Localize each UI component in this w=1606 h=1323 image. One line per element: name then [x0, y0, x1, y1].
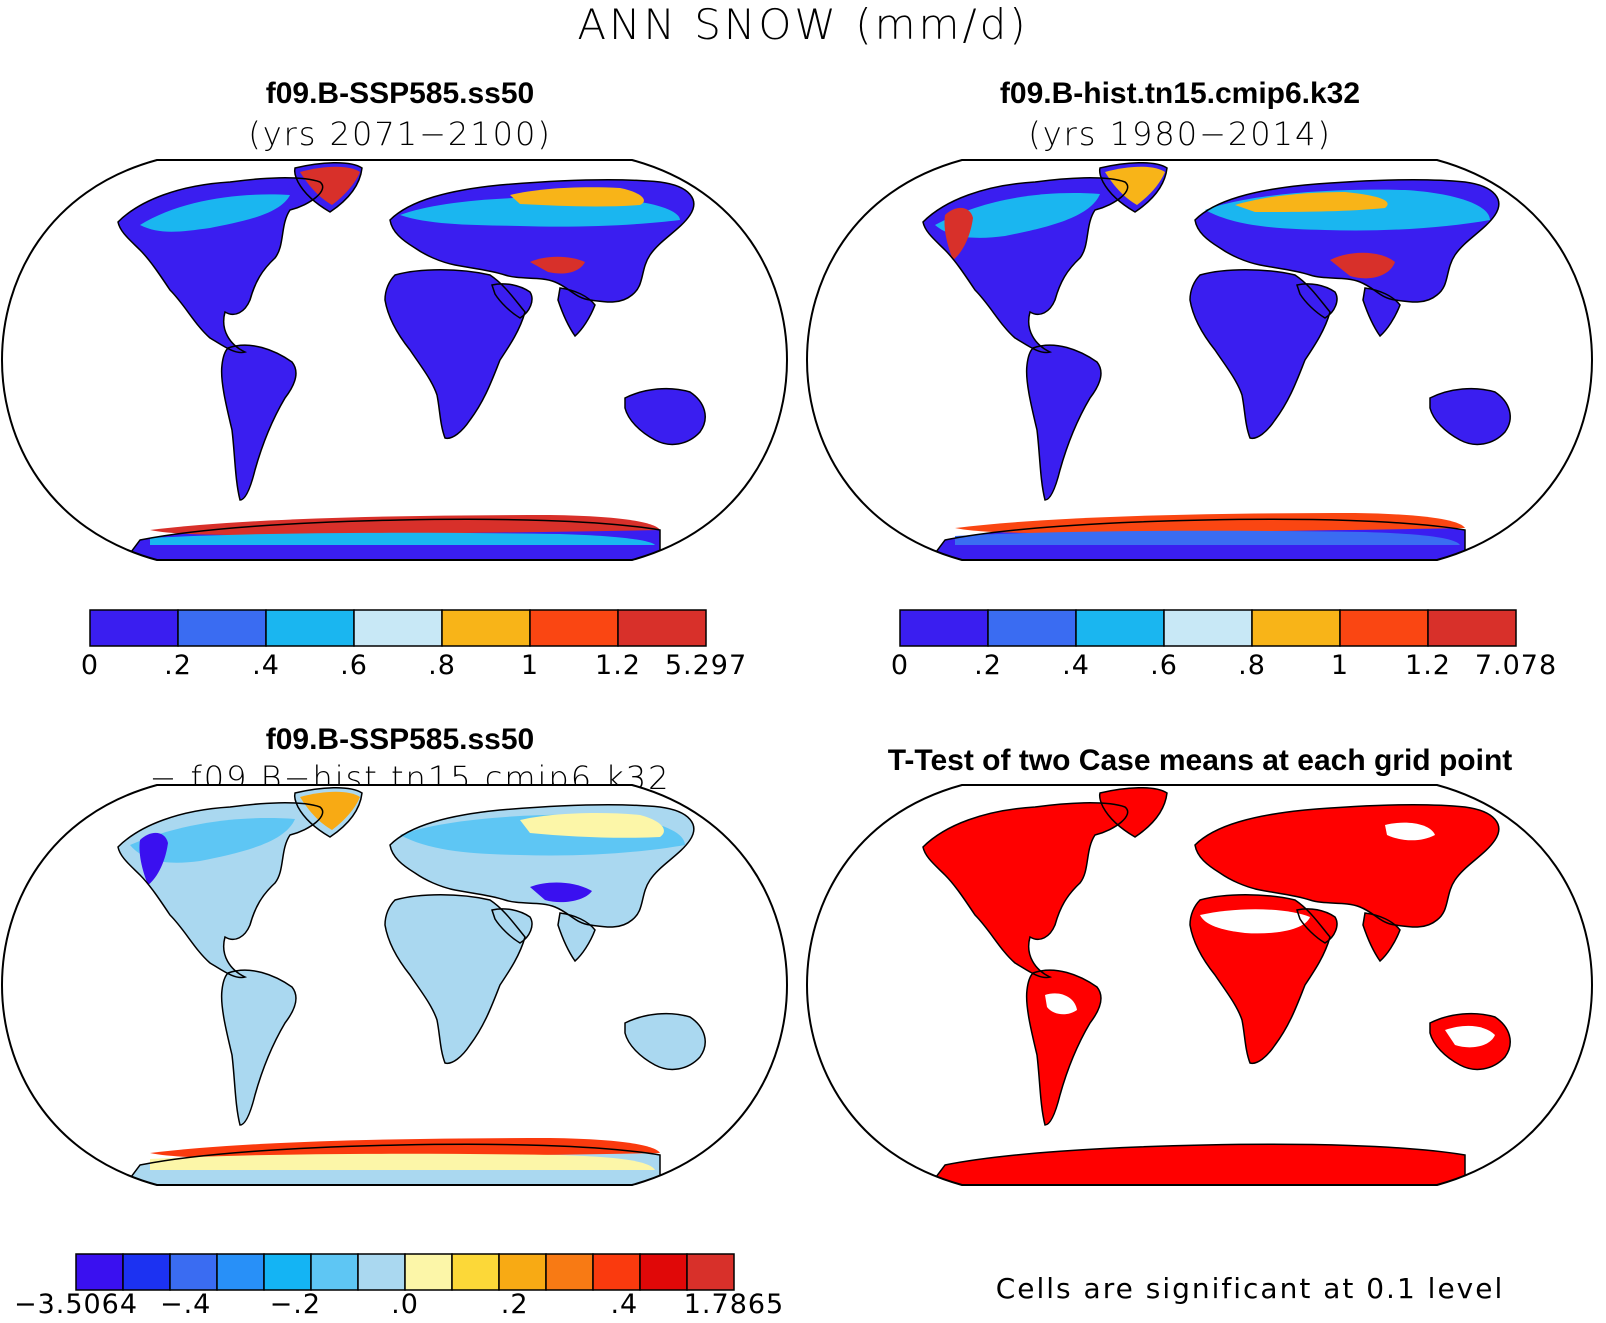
colorbar-tick-label: 1.2 [1405, 650, 1451, 681]
panel-br-significance-note: Cells are significant at 0.1 level [995, 1272, 1505, 1305]
colorbar-swatch [617, 609, 707, 647]
panel-tr-map [805, 159, 1594, 561]
panel-br-map [805, 784, 1594, 1186]
colorbar-tick-label: .8 [1238, 650, 1266, 681]
colorbar-swatch [265, 609, 355, 647]
colorbar-tick-label: −3.5064 [13, 1289, 139, 1320]
colorbar-tick-label: 1 [1330, 650, 1350, 681]
colorbar-tick-label: .8 [428, 650, 456, 681]
colorbar-swatch [263, 1253, 312, 1291]
colorbar-swatch [216, 1253, 265, 1291]
panel-tl-years: (yrs 2071−2100) [248, 115, 552, 153]
colorbar-tick-label: .2 [500, 1289, 529, 1320]
colorbar-swatch [987, 609, 1077, 647]
colorbar-swatch [357, 1253, 406, 1291]
panel-tr-years: (yrs 1980−2014) [1028, 115, 1332, 153]
colorbar-swatch [686, 1253, 735, 1291]
colorbar-swatch [545, 1253, 594, 1291]
colorbar-tick-label: .2 [164, 650, 192, 681]
colorbar-tick-label: .0 [391, 1289, 419, 1320]
colorbar-swatch [451, 1253, 500, 1291]
colorbar-tick-label: 0 [890, 650, 910, 681]
colorbar-tick-label: −.2 [269, 1289, 322, 1320]
panel-tl-map [0, 159, 789, 561]
panel-bl-map [0, 784, 789, 1186]
colorbar-swatch [353, 609, 443, 647]
colorbar-swatch [177, 609, 267, 647]
colorbar-swatch [529, 609, 619, 647]
colorbar-tick-label: 5.297 [664, 650, 748, 681]
colorbar-swatch [1163, 609, 1253, 647]
colorbar-swatch [639, 1253, 688, 1291]
colorbar-tick-label: 0 [80, 650, 100, 681]
colorbar-tick-label: 1.7865 [683, 1289, 785, 1320]
colorbar-swatch [592, 1253, 641, 1291]
colorbar-tick-label: 1.2 [595, 650, 641, 681]
colorbar-bottom-left [75, 1253, 735, 1291]
panel-tr-case-title: f09.B-hist.tn15.cmip6.k32 [999, 77, 1361, 110]
colorbar-swatch [1075, 609, 1165, 647]
colorbar-swatch [75, 1253, 124, 1291]
colorbar-tick-label: 1 [520, 650, 540, 681]
colorbar-tick-label: .2 [974, 650, 1002, 681]
colorbar-tick-label: −.4 [159, 1289, 212, 1320]
panel-tl-case-title: f09.B-SSP585.ss50 [265, 77, 535, 110]
colorbar-swatch [1427, 609, 1517, 647]
colorbar-tick-label: .6 [340, 650, 368, 681]
colorbar-tick-label: .4 [1062, 650, 1090, 681]
panel-bl-case-title: f09.B-SSP585.ss50 [265, 723, 535, 756]
panel-br-ttest-title: T-Test of two Case means at each grid po… [887, 744, 1513, 777]
colorbar-swatch [89, 609, 179, 647]
colorbar-swatch [404, 1253, 453, 1291]
colorbar-tick-label: .4 [252, 650, 280, 681]
colorbar-swatch [441, 609, 531, 647]
colorbar-swatch [1251, 609, 1341, 647]
colorbar-swatch [899, 609, 989, 647]
colorbar-top-right [899, 609, 1517, 647]
colorbar-swatch [498, 1253, 547, 1291]
colorbar-swatch [122, 1253, 171, 1291]
colorbar-tick-label: .4 [610, 1289, 639, 1320]
figure-title: ANN SNOW (mm/d) [577, 0, 1029, 49]
colorbar-swatch [1339, 609, 1429, 647]
colorbar-top-left [89, 609, 707, 647]
colorbar-tick-label: 7.078 [1474, 650, 1558, 681]
colorbar-tick-label: .6 [1150, 650, 1178, 681]
colorbar-swatch [169, 1253, 218, 1291]
colorbar-swatch [310, 1253, 359, 1291]
